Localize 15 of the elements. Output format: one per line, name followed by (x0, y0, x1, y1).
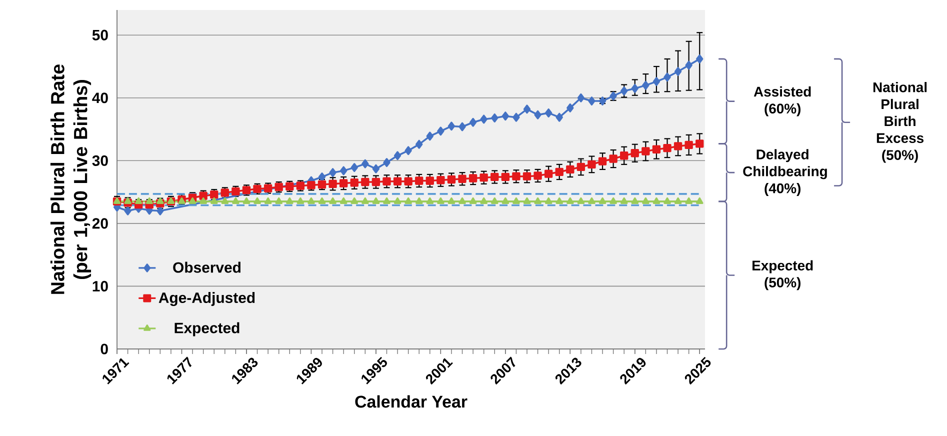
x-axis-title: Calendar Year (355, 395, 468, 408)
text: National Plural Birth Excess (50%) (873, 82, 927, 163)
legend-label: Expected (174, 322, 240, 336)
y-tick-label: 40 (92, 92, 108, 104)
y-tick-label: 50 (92, 30, 108, 40)
y-tick-label: 30 (92, 155, 108, 166)
y-tick-label: 10 (92, 280, 108, 292)
text: Delayed Childbearing (40%) (743, 149, 827, 196)
legend-label: Observed (173, 262, 240, 273)
text: Expected (50%) (752, 260, 813, 290)
y-axis-title: National Plural Birth Rate (per 1,000 Live Births) (50, 64, 92, 294)
text: Assisted (60%) (754, 86, 811, 116)
y-tick-label: 0 (100, 344, 108, 354)
y-tick-label: 20 (92, 218, 108, 229)
legend-label: Age-Adjusted (158, 292, 255, 306)
